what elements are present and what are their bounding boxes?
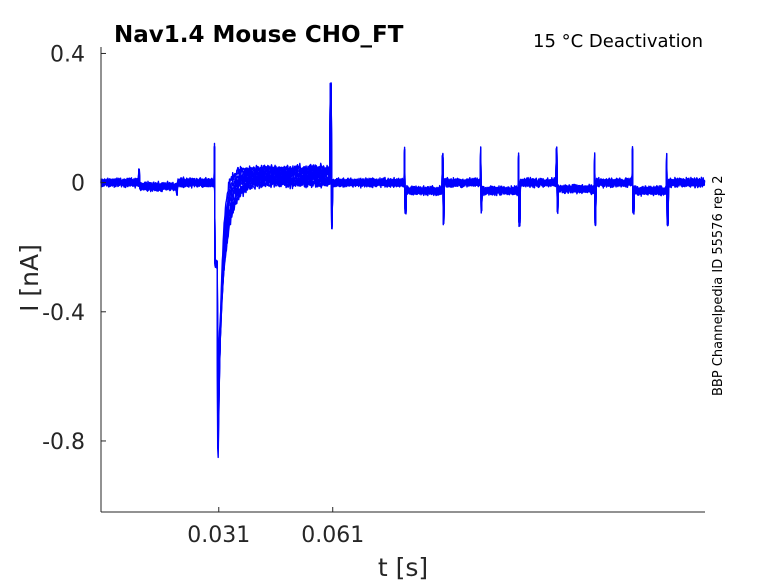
x-ticks: 0.031 0.061	[187, 507, 364, 548]
y-tick-label: 0.4	[50, 42, 85, 67]
current-trace	[100, 82, 706, 360]
y-ticks: 0.4 0 -0.4 -0.8	[42, 42, 106, 455]
condition-label: 15 °C Deactivation	[533, 31, 703, 52]
y-tick-label: 0	[71, 172, 85, 197]
chart-title: Nav1.4 Mouse CHO_FT	[114, 22, 404, 48]
channelpedia-id-label: BBP Channelpedia ID 55576 rep 2	[711, 175, 726, 396]
y-tick-label: -0.4	[42, 301, 85, 326]
x-tick-label: 0.031	[187, 523, 250, 548]
y-tick-label: -0.8	[42, 430, 85, 455]
current-traces	[100, 82, 706, 459]
x-axis-label: t [s]	[378, 553, 428, 582]
x-tick-label: 0.061	[301, 523, 364, 548]
y-axis-label: I [nA]	[15, 244, 44, 312]
axes	[100, 47, 705, 513]
